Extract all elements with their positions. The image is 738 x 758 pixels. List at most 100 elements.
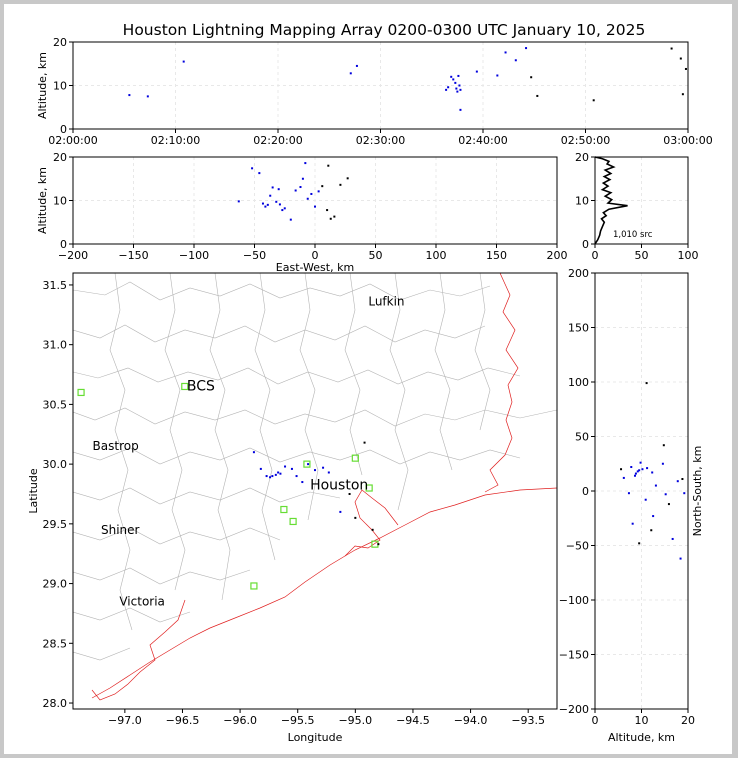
data-point (641, 468, 644, 471)
x-tick-label: −94.0 (454, 714, 488, 727)
x-axis-label: Longitude (288, 731, 343, 744)
data-point (627, 492, 630, 495)
city-label: Shiner (101, 523, 140, 537)
city-label: Houston (310, 478, 368, 494)
data-point (326, 209, 329, 212)
x-tick-label: 02:20:00 (253, 134, 302, 147)
data-point (348, 492, 351, 495)
data-point (271, 186, 274, 189)
data-point (651, 471, 654, 474)
data-point (289, 218, 292, 221)
y-tick-label: 50 (575, 431, 589, 444)
data-point (525, 47, 528, 50)
data-point (650, 529, 653, 532)
data-point (452, 78, 455, 81)
chart-title: Houston Lightning Mapping Array 0200-030… (122, 21, 646, 39)
data-point (638, 542, 641, 545)
y-tick-label: 10 (53, 195, 67, 208)
data-point (128, 94, 131, 97)
data-point (182, 60, 185, 63)
data-point (652, 515, 655, 518)
data-point (638, 469, 641, 472)
plan-view-panel: −97.0 −96.5 −96.0 −95.5 −95.0 −94.5 −94.0 −93.5… (27, 272, 558, 744)
data-point (346, 177, 349, 180)
plan-view-content: Lufkin BCS Bastrop Houston Shiner Victoria (77, 295, 405, 608)
sensor-marker (351, 454, 359, 462)
sensor-marker (181, 382, 189, 391)
data-point (371, 528, 374, 531)
sensor-marker (250, 582, 258, 590)
axes-frame (594, 272, 689, 710)
city-label: Bastrop (93, 439, 139, 453)
y-tick-label: 20 (575, 151, 589, 164)
data-point (670, 47, 673, 50)
y-tick-label: 30.0 (43, 458, 68, 471)
x-tick-label: −50 (243, 249, 266, 262)
data-point (307, 463, 310, 466)
data-point (504, 51, 507, 54)
data-point (634, 472, 637, 475)
data-point (679, 557, 682, 560)
data-point (662, 444, 665, 447)
y-tick-label: 150 (568, 322, 589, 335)
x-tick-label: 150 (486, 249, 507, 262)
data-point (496, 74, 499, 77)
data-point (275, 200, 278, 203)
y-axis-label: Altitude, km (36, 52, 49, 119)
x-tick-label: −94.5 (396, 714, 430, 727)
x-axis-label: East-West, km (276, 261, 354, 274)
sensor-marker (365, 484, 373, 492)
y-tick-label: −200 (559, 703, 589, 716)
x-tick-label: −95.0 (338, 714, 372, 727)
x-tick-label: −200 (58, 249, 88, 262)
y-tick-label: 28.0 (43, 697, 68, 710)
x-tick-label: 200 (547, 249, 568, 262)
y-tick-label: 30.5 (43, 398, 68, 411)
y-tick-label: −150 (559, 649, 589, 662)
x-axis-label: Altitude, km (608, 731, 675, 744)
y-tick-label: 200 (568, 267, 589, 280)
data-point (636, 470, 639, 473)
y-axis-label: Latitude (27, 468, 40, 514)
y-tick-label: 0 (60, 123, 67, 136)
data-point (339, 510, 342, 513)
data-point (299, 186, 302, 189)
y-tick-label: 10 (575, 195, 589, 208)
city-label: Victoria (119, 594, 165, 608)
data-point (265, 475, 268, 478)
sensor-marker (77, 388, 85, 397)
data-point (290, 467, 293, 470)
data-point (646, 467, 649, 470)
x-tick-label: 02:50:00 (561, 134, 610, 147)
y-tick-label: 28.5 (43, 637, 68, 650)
data-point (314, 469, 316, 472)
data-point (252, 451, 255, 454)
data-point (277, 188, 280, 191)
data-point (310, 192, 313, 195)
data-point (259, 467, 262, 470)
bay-shoreline (344, 489, 399, 557)
data-point (354, 516, 357, 519)
x-tick-label: −96.0 (223, 714, 257, 727)
data-point (454, 81, 457, 84)
y-tick-label: 29.5 (43, 518, 68, 531)
x-tick-label: 100 (678, 249, 699, 262)
data-point (639, 461, 642, 464)
x-tick-label: −95.5 (281, 714, 315, 727)
data-point (654, 484, 657, 487)
data-point (671, 537, 674, 540)
x-tick-label: 02:40:00 (458, 134, 507, 147)
y-tick-label: −50 (566, 540, 589, 553)
data-point (661, 462, 664, 465)
axes-frame (594, 156, 689, 245)
data-point (146, 95, 149, 98)
data-point (445, 88, 448, 91)
data-point (683, 492, 686, 495)
x-tick-label: −100 (179, 249, 209, 262)
data-point (321, 185, 324, 188)
y-tick-label: 0 (582, 238, 589, 251)
data-point (645, 382, 648, 385)
north-south-panel: 0 10 20 −200 −150 −100 −50 0 50 100 150 200 Altitude… (559, 267, 704, 744)
y-tick-label: 10 (53, 80, 67, 93)
data-point (278, 203, 281, 206)
